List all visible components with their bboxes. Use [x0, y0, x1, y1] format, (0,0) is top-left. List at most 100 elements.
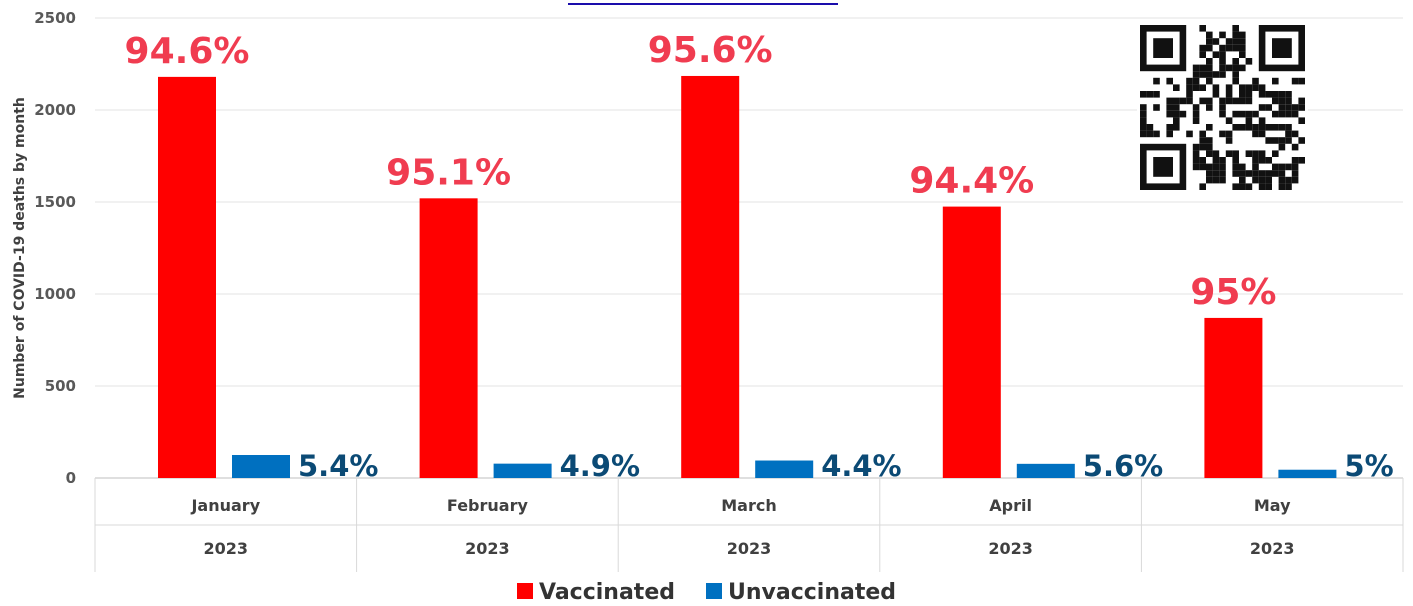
qr-module: [1212, 51, 1220, 58]
qr-module: [1206, 170, 1213, 177]
y-axis-label: Number of COVID-19 deaths by month: [12, 97, 28, 399]
qr-module: [1140, 130, 1147, 138]
qr-module: [1232, 58, 1239, 65]
qr-module: [1166, 110, 1173, 118]
qr-module: [1232, 157, 1239, 164]
bar-unvaccinated: [755, 460, 814, 478]
qr-module: [1232, 31, 1239, 39]
qr-module: [1212, 170, 1220, 177]
qr-module: [1298, 77, 1305, 85]
qr-module: [1199, 163, 1206, 171]
qr-module: [1245, 84, 1253, 91]
data-label-vaccinated: 95.6%: [648, 30, 773, 71]
bar-unvaccinated: [232, 455, 290, 478]
y-tick-label: 1000: [34, 285, 76, 303]
qr-module: [1285, 163, 1292, 171]
qr-module: [1239, 64, 1246, 72]
qr-module: [1206, 150, 1213, 157]
data-label-unvaccinated: 5%: [1344, 449, 1393, 483]
qr-module: [1192, 104, 1200, 111]
qr-module: [1206, 58, 1213, 65]
qr-module: [1245, 183, 1253, 190]
qr-module: [1146, 124, 1154, 131]
qr-module: [1140, 124, 1147, 131]
bar-vaccinated: [681, 75, 740, 479]
bar-vaccinated: [942, 206, 1001, 478]
qr-module: [1219, 176, 1226, 184]
qr-module: [1199, 157, 1206, 164]
qr-module: [1232, 170, 1239, 177]
qr-module: [1265, 91, 1272, 98]
qr-module: [1285, 110, 1292, 118]
qr-module: [1245, 91, 1253, 98]
qr-module: [1219, 110, 1226, 118]
x-category-year: 2023: [988, 539, 1033, 558]
qr-module: [1258, 84, 1266, 91]
bar-unvaccinated: [1016, 463, 1075, 478]
qr-module: [1245, 170, 1253, 177]
qr-module: [1298, 117, 1305, 124]
qr-module: [1285, 91, 1292, 98]
qr-module: [1252, 77, 1259, 85]
qr-module: [1245, 124, 1253, 131]
qr-module: [1206, 44, 1213, 52]
qr-module: [1140, 117, 1147, 124]
qr-module: [1239, 84, 1246, 91]
qr-module: [1285, 104, 1292, 111]
qr-module: [1258, 130, 1266, 138]
qr-module: [1265, 104, 1272, 111]
qr-module: [1245, 58, 1253, 65]
qr-module: [1278, 110, 1286, 118]
x-category-year: 2023: [727, 539, 772, 558]
qr-module: [1173, 124, 1180, 131]
legend-swatch: [517, 583, 533, 599]
qr-module: [1206, 176, 1213, 184]
qr-module: [1199, 44, 1206, 52]
qr-module: [1245, 110, 1253, 118]
qr-module: [1166, 124, 1173, 131]
legend: Vaccinated Unvaccinated: [517, 580, 896, 605]
data-label-unvaccinated: 4.9%: [560, 449, 640, 483]
qr-module: [1173, 97, 1180, 105]
qr-module: [1272, 110, 1279, 118]
qr-module: [1166, 77, 1173, 85]
qr-module: [1298, 104, 1305, 111]
qr-module: [1232, 183, 1239, 190]
qr-module: [1219, 157, 1226, 164]
qr-module: [1278, 104, 1286, 111]
qr-module: [1252, 130, 1259, 138]
qr-module: [1225, 38, 1233, 45]
qr-module: [1258, 117, 1266, 124]
qr-module: [1298, 97, 1305, 105]
qr-module: [1146, 91, 1154, 98]
qr-module: [1199, 25, 1206, 32]
qr-module: [1166, 104, 1173, 111]
qr-module: [1265, 170, 1272, 177]
qr-module: [1212, 71, 1220, 78]
qr-module: [1278, 163, 1286, 171]
data-label-unvaccinated: 5.4%: [298, 449, 378, 483]
x-category-label: May: [1254, 496, 1291, 515]
qr-module: [1291, 170, 1299, 177]
x-category-year: 2023: [1250, 539, 1295, 558]
qr-module: [1291, 77, 1299, 85]
category-table: January 2023 February 2023 March 2023 April 202…: [94, 478, 1404, 572]
qr-module: [1278, 97, 1286, 105]
qr-module: [1186, 84, 1193, 91]
qr-module: [1252, 124, 1259, 131]
qr-module: [1298, 137, 1305, 144]
qr-module: [1258, 91, 1266, 98]
qr-module: [1252, 110, 1259, 118]
qr-module: [1285, 130, 1292, 138]
qr-module: [1252, 150, 1259, 157]
qr-module: [1225, 97, 1233, 105]
qr-module: [1278, 143, 1286, 151]
qr-module: [1192, 84, 1200, 91]
qr-module: [1239, 124, 1246, 131]
qr-module: [1192, 150, 1200, 157]
qr-module: [1212, 157, 1220, 164]
qr-module: [1291, 110, 1299, 118]
qr-module: [1239, 91, 1246, 98]
qr-module: [1219, 51, 1226, 58]
qr-module: [1219, 163, 1226, 171]
